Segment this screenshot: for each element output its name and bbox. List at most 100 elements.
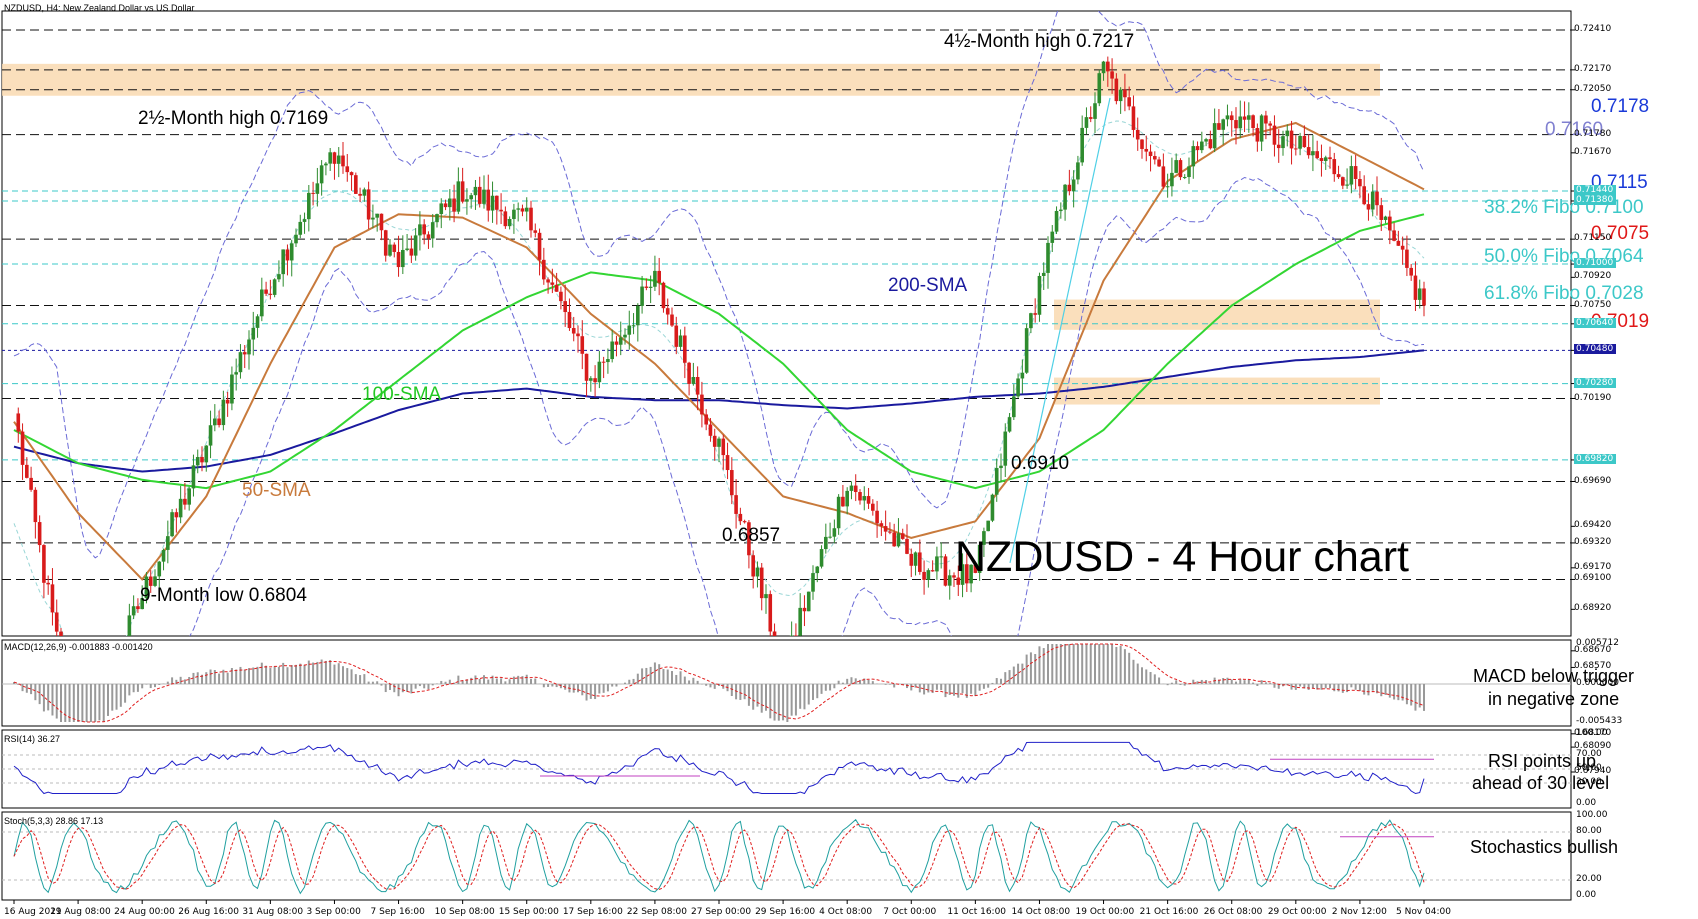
candle-body [315,183,320,194]
rsi-axis-label: 50.00 [1576,763,1602,773]
candle-body [1379,205,1384,220]
time-tick-label: 7 Oct 00:00 [883,907,937,917]
candle-body [225,399,230,404]
candle-body [1148,151,1153,157]
candle-body [571,328,576,334]
candle-body [319,165,324,184]
candle-body [717,438,721,447]
candle-body [1298,135,1302,149]
candle-body [1319,158,1324,162]
time-tick-label: 17 Sep 16:00 [562,907,623,917]
candle-body [1285,130,1290,137]
price-tick-label: 0.72410 [1574,24,1612,34]
time-tick-label: 16 Aug 2021 [4,907,62,917]
candle-body [1067,184,1072,192]
price-tick-label: 0.70920 [1574,271,1612,282]
candle-body [755,567,760,577]
stoch-axis-label: 20.00 [1576,874,1602,884]
candle-body [725,455,730,471]
candle-body [730,470,734,496]
candle-body [738,513,743,522]
candle-body [161,549,166,562]
candle-body [1080,127,1084,163]
candle-body [251,327,256,340]
candle-body [1037,275,1042,315]
candle-body [811,573,815,592]
time-tick-label: 27 Sep 00:00 [691,907,752,917]
candle-body [1323,157,1328,162]
candle-body [1144,148,1149,152]
candle-body [490,195,495,211]
candle-body [1029,313,1033,329]
candle-body [1358,179,1362,187]
candle-body [819,549,824,567]
time-tick-label: 19 Aug 08:00 [50,907,111,917]
candle-body [1413,275,1418,300]
candle-body [1225,115,1230,120]
candle-body [1306,147,1311,156]
candle-body [247,339,251,355]
candle-body [1170,172,1174,187]
candle-body [298,221,303,235]
candle-body [1003,431,1008,466]
candle-body [653,270,657,287]
time-tick-label: 14 Oct 08:00 [1011,907,1071,917]
candle-body [576,333,580,337]
candle-body [33,489,38,523]
price-tick-label: 0.71000 [1574,258,1616,269]
candle-body [965,564,969,584]
candle-body [1204,139,1208,142]
candle-body [836,496,841,529]
candle-body [1135,129,1140,140]
candle-body [798,607,802,636]
candle-body [238,352,243,373]
candle-body [213,418,217,426]
candle-body [1106,61,1110,72]
stoch-axis-label: 0.00 [1576,890,1597,900]
candle-body [751,555,755,577]
macd-signal [13,643,1425,723]
candle-body [678,335,683,347]
candle-body [533,230,538,233]
candle-body [174,512,179,518]
time-tick-label: 5 Nov 04:00 [1396,907,1451,917]
candle-body [409,248,414,256]
candle-body [550,282,555,285]
candle-body [430,222,435,239]
candle-body [59,631,63,636]
candle-body [1409,267,1413,276]
price-tick-label: 0.69690 [1574,475,1612,486]
candle-body [1059,209,1063,211]
candle-body [712,435,717,447]
candle-body [200,457,204,463]
price-tick-label: 0.69820 [1574,453,1616,464]
price-tick-label: 0.67940 [1574,766,1612,776]
candle-body [1174,160,1178,173]
label-low-9m: 9-Month low 0.6804 [140,585,307,606]
candle-body [16,413,21,432]
price-tick-label: 0.68670 [1574,644,1612,655]
candle-body [426,234,431,239]
candle-body [665,308,670,315]
main-plot [2,11,1571,636]
candle-body [977,544,982,573]
time-tick-label: 11 Oct 16:00 [947,907,1007,917]
candle-body [170,512,174,537]
candle-body [413,235,418,256]
candle-body [999,465,1003,469]
candle-body [1195,146,1200,151]
bollinger-upper [13,11,1425,559]
candle-body [495,195,499,210]
candle-body [935,556,939,572]
candle-body [208,425,213,446]
rsi-note-2: ahead of 30 level [1472,773,1610,793]
candle-body [1063,184,1067,210]
candle-body [1289,130,1294,149]
stoch-header: Stoch(5,3,3) 28.86 17.13 [4,816,104,826]
stoch-axis-label: 100.00 [1576,810,1608,820]
candle-body [631,325,636,327]
candle-body [1118,89,1123,102]
candle-body [832,528,837,537]
candle-body [806,591,811,612]
